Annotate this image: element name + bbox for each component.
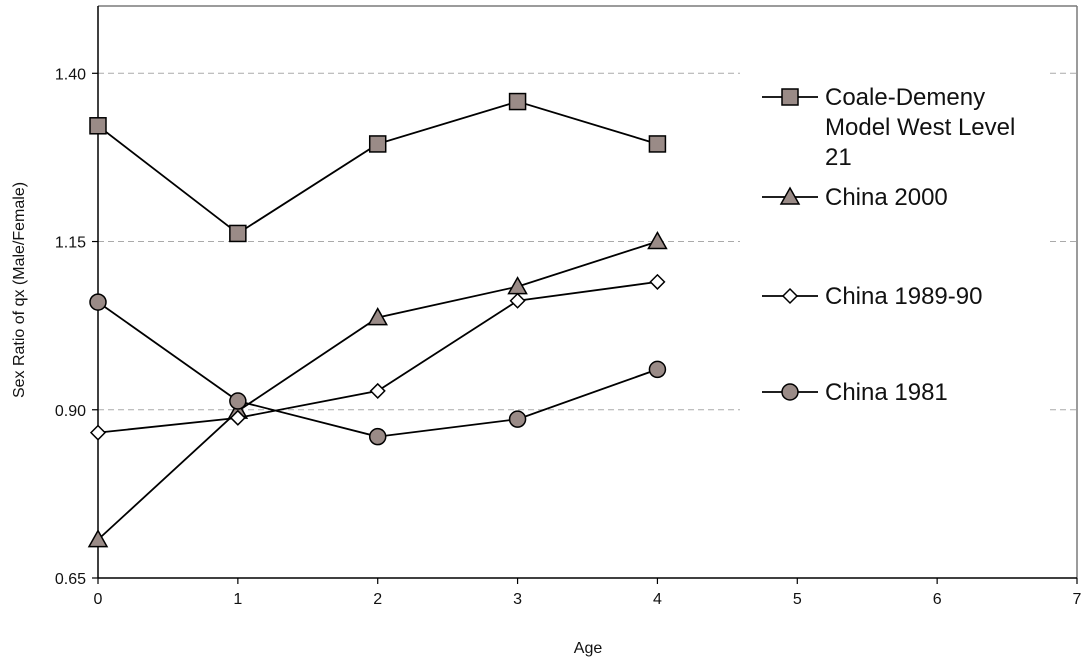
legend: Coale-Demeny Model West Level 21 China 2000… [762,84,1015,406]
data-point-circle [648,360,667,379]
data-point-circle [508,410,527,428]
x-tick-label: 6 [933,591,942,608]
data-point-square [368,135,387,153]
data-point-circle [89,293,107,311]
data-point-triangle [507,276,528,295]
y-tick-label: 1.40 [55,66,86,83]
x-tick-label: 3 [513,591,522,608]
data-point-diamond [369,382,386,399]
legend-marker-triangle [779,186,801,205]
legend-label: China 1989-90 [825,283,982,310]
legend-entry: China 1989-90 [762,283,982,310]
series-group [89,92,667,243]
data-point-triangle [87,529,109,548]
data-point-circle [368,427,387,446]
data-point-triangle [647,230,668,250]
x-tick-label: 2 [373,591,382,608]
legend-label: Model West Level [825,114,1015,141]
data-point-square [508,92,527,111]
data-point-square [648,135,667,153]
data-point-diamond [649,273,666,290]
legend-marker-circle [781,383,799,401]
data-point-square [229,224,247,243]
legend-entry: China 1981 [762,379,948,406]
grid-lines [98,72,1077,411]
data-point-diamond [89,424,107,441]
legend-marker-diamond [781,287,799,305]
y-tick-label: 1.15 [55,235,86,252]
data-point-square [89,117,107,135]
legend-marker-square [781,88,799,106]
x-tick-label: 1 [233,591,242,608]
series-line [97,100,658,235]
y-tick-label: 0.90 [55,403,86,420]
data-point-triangle [367,307,388,326]
x-tick-label: 7 [1073,591,1082,608]
legend-label: Coale-Demeny [825,84,985,111]
x-tick-label: 0 [94,591,103,608]
series [87,92,668,548]
axes: 0.65 0.90 1.15 1.40 0 1 2 3 4 5 6 7 [55,5,1082,608]
x-axis-label: Age [574,640,603,657]
y-axis-label: Sex Ratio of qx (Male/Female) [11,182,28,398]
series-group [89,293,667,446]
data-point-diamond [229,409,246,426]
x-tick-label: 4 [653,591,662,608]
data-point-diamond [509,292,526,309]
legend-label: 21 [825,144,852,171]
legend-entry: Coale-Demeny Model West Level 21 [762,84,1015,171]
data-point-circle [229,392,247,410]
legend-label: China 2000 [825,184,948,211]
legend-label: China 1981 [825,379,948,406]
y-tick-label: 0.65 [55,571,86,588]
x-tick-label: 5 [793,591,802,608]
legend-entry: China 2000 [762,184,948,211]
series-group [89,273,666,441]
